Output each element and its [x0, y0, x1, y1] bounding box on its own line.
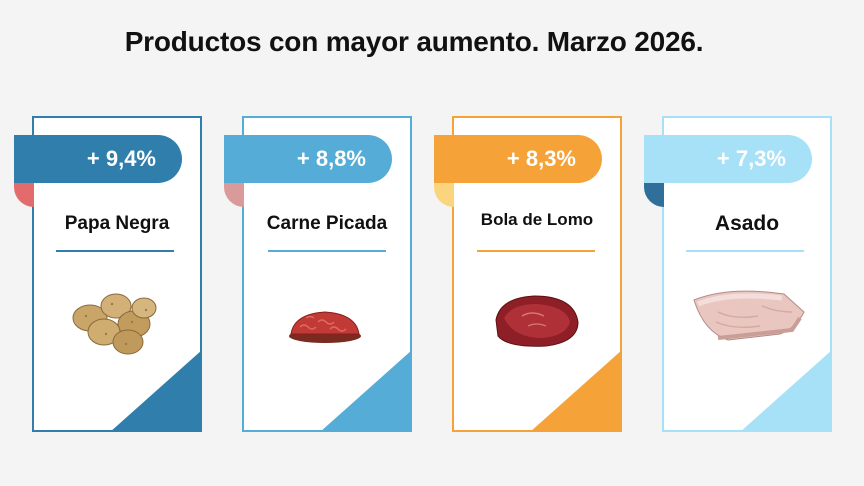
- fold-accent: [644, 183, 664, 207]
- change-value: + 8,8%: [296, 146, 366, 171]
- change-badge: + 7,3%: [644, 135, 812, 183]
- change-badge: + 8,3%: [434, 135, 602, 183]
- change-value: + 9,4%: [86, 146, 156, 171]
- fold-accent: [14, 183, 34, 207]
- ribs-image: [688, 272, 812, 368]
- product-name: Papa Negra: [64, 213, 170, 234]
- change-badge: + 9,4%: [14, 135, 182, 183]
- page-title: Productos con mayor aumento. Marzo 2026.: [124, 26, 704, 57]
- name-underline: [477, 250, 595, 252]
- ground-meat-image: [270, 272, 380, 368]
- name-underline: [686, 250, 804, 252]
- change-value: + 7,3%: [716, 146, 786, 171]
- name-underline: [56, 250, 174, 252]
- fold-accent: [434, 183, 454, 207]
- potatoes-image: [60, 272, 170, 368]
- change-value: + 8,3%: [506, 146, 576, 171]
- product-name: Bola de Lomo: [480, 210, 594, 229]
- name-underline: [268, 250, 386, 252]
- product-name: Carne Picada: [266, 213, 388, 234]
- product-name: Asado: [714, 212, 780, 235]
- change-badge: + 8,8%: [224, 135, 392, 183]
- fold-accent: [224, 183, 244, 207]
- beef-roast-image: [482, 272, 592, 368]
